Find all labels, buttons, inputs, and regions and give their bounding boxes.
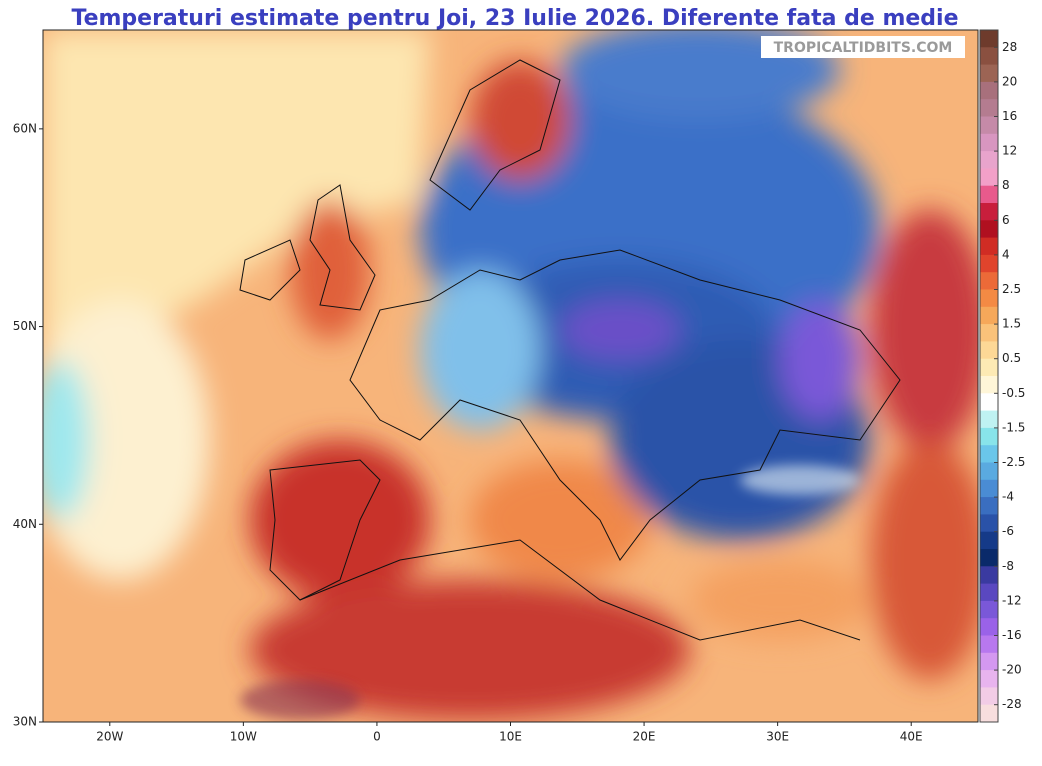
colorbar: 28 20 16 12 8 6 4 2.5 1.5 0.5 -0.5 -1.5 -2.5 -4 -6 -8 -1… xyxy=(979,29,1025,723)
colorbar-label: -12 xyxy=(1002,593,1022,607)
colorbar-swatch xyxy=(980,393,998,412)
colorbar-label: -4 xyxy=(1002,490,1014,504)
colorbar-swatch xyxy=(980,358,998,377)
colorbar-swatch xyxy=(980,133,998,152)
lon-tick-label: 10E xyxy=(499,730,522,744)
colorbar-swatch xyxy=(980,462,998,481)
colorbar-swatch xyxy=(980,583,998,602)
colorbar-label: 8 xyxy=(1002,178,1010,192)
title: Temperaturi estimate pentru Joi, 23 Iuli… xyxy=(71,6,958,31)
colorbar-swatch xyxy=(980,687,998,706)
lon-tick-label: 0 xyxy=(373,730,381,744)
colorbar-swatch xyxy=(980,81,998,100)
colorbar-swatch xyxy=(980,220,998,239)
lon-tick-label: 40E xyxy=(900,730,923,744)
colorbar-swatch xyxy=(980,306,998,325)
colorbar-swatch xyxy=(980,566,998,585)
colorbar-swatch xyxy=(980,168,998,187)
axes: 30N 40N 50N 60N 20W 10W 0 10E 20E 30E 40E xyxy=(13,121,923,743)
colorbar-swatch xyxy=(980,203,998,221)
colorbar-label: -28 xyxy=(1002,697,1022,711)
colorbar-frame xyxy=(979,29,999,723)
lat-tick-label: 60N xyxy=(13,121,37,135)
colorbar-label: 12 xyxy=(1002,144,1017,158)
colorbar-swatch xyxy=(980,185,998,204)
colorbar-label: 2.5 xyxy=(1002,282,1021,296)
lon-tick-label: 10W xyxy=(230,730,257,744)
colorbar-swatch xyxy=(980,497,998,515)
colorbar-swatch xyxy=(980,99,998,117)
colorbar-label: 1.5 xyxy=(1002,317,1021,331)
colorbar-label: 0.5 xyxy=(1002,351,1021,365)
colorbar-swatch xyxy=(980,600,998,619)
colorbar-swatch xyxy=(980,237,998,256)
colorbar-swatch xyxy=(980,410,998,429)
watermark: TROPICALTIDBITS.COM xyxy=(774,40,953,56)
lat-tick-label: 40N xyxy=(13,517,37,531)
lon-tick-label: 20W xyxy=(96,730,123,744)
colorbar-label: -2.5 xyxy=(1002,455,1025,469)
colorbar-swatch xyxy=(980,618,998,636)
colorbar-swatch xyxy=(980,324,998,342)
colorbar-label: -8 xyxy=(1002,559,1014,573)
colorbar-swatch xyxy=(980,531,998,550)
colorbar-label: -0.5 xyxy=(1002,386,1025,400)
colorbar-swatch xyxy=(980,514,998,533)
colorbar-label: -6 xyxy=(1002,524,1014,538)
colorbar-swatch xyxy=(980,116,998,135)
colorbar-label: 16 xyxy=(1002,109,1017,123)
map-field xyxy=(43,30,978,722)
lon-tick-label: 20E xyxy=(633,730,656,744)
colorbar-swatch xyxy=(980,479,998,498)
colorbar-swatch xyxy=(980,376,998,394)
colorbar-label: -1.5 xyxy=(1002,420,1025,434)
colorbar-swatch xyxy=(980,670,998,688)
colorbar-swatch xyxy=(980,30,998,48)
colorbar-label: -20 xyxy=(1002,663,1022,677)
colorbar-swatch xyxy=(980,272,998,290)
colorbar-swatch xyxy=(980,445,998,463)
colorbar-swatch xyxy=(980,635,998,654)
watermark-box xyxy=(761,36,965,58)
colorbar-swatch xyxy=(980,341,998,360)
colorbar-swatch xyxy=(980,704,998,723)
colorbar-label: -16 xyxy=(1002,628,1022,642)
colorbar-swatch xyxy=(980,254,998,273)
lat-tick-label: 50N xyxy=(13,319,37,333)
colorbar-swatch xyxy=(980,549,998,567)
colorbar-swatch xyxy=(980,652,998,671)
colorbar-label: 20 xyxy=(1002,74,1017,88)
colorbar-label: 6 xyxy=(1002,213,1010,227)
lon-tick-label: 30E xyxy=(766,730,789,744)
colorbar-swatch xyxy=(980,289,998,308)
colorbar-swatch xyxy=(980,427,998,446)
colorbar-label: 4 xyxy=(1002,247,1010,261)
colorbar-swatch xyxy=(980,47,998,66)
lat-tick-label: 30N xyxy=(13,715,37,729)
colorbar-swatch xyxy=(980,151,998,169)
colorbar-label: 28 xyxy=(1002,40,1017,54)
colorbar-swatch xyxy=(980,64,998,83)
